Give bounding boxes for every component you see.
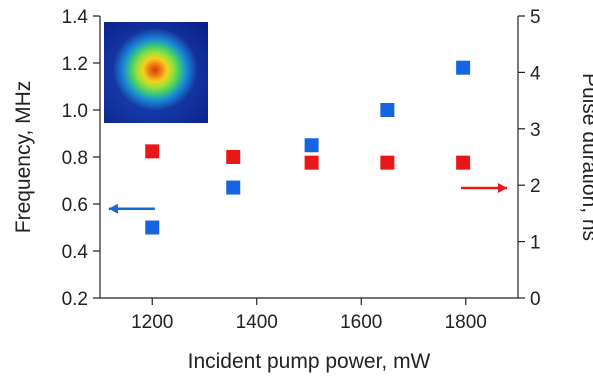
arrow-head (108, 203, 118, 214)
y-left-tick-label: 1.4 (62, 7, 89, 28)
data-point (145, 220, 160, 235)
y-left-axis-label: Frequency, MHz (12, 81, 35, 234)
arrow-right (461, 183, 508, 194)
x-tick-label: 1600 (340, 312, 382, 333)
arrow-head (498, 183, 508, 194)
y-left-tick-label: 0.4 (62, 242, 89, 263)
y-right-axis-ticks: 0 1 2 3 4 5 (518, 7, 541, 310)
y-left-axis-ticks: 0.2 0.4 0.6 0.8 1.0 1.2 1.4 (62, 7, 100, 310)
data-point (226, 150, 241, 164)
series-right-axis (145, 144, 471, 170)
data-point (456, 155, 471, 170)
data-point (456, 60, 471, 75)
series-left-axis (145, 60, 471, 235)
y-right-tick-label: 0 (530, 289, 541, 310)
data-point (380, 155, 395, 170)
y-right-tick-label: 1 (530, 233, 541, 254)
beam-spot (112, 28, 198, 112)
x-tick-label: 1400 (236, 312, 278, 333)
y-left-tick-label: 0.6 (62, 195, 88, 216)
axis-arrows (108, 183, 508, 214)
data-point (304, 155, 319, 170)
y-right-axis-label: Pulse duration, ns (578, 73, 593, 241)
y-left-tick-label: 0.8 (62, 148, 88, 169)
beam-profile-inset (104, 22, 208, 123)
y-right-tick-label: 4 (530, 63, 541, 84)
y-right-tick-label: 2 (530, 176, 541, 197)
y-left-tick-label: 1.2 (62, 54, 88, 75)
y-left-tick-label: 1.0 (62, 101, 88, 122)
x-axis-ticks: 1200 1400 1600 1800 (131, 298, 487, 333)
x-axis-label: Incident pump power, mW (188, 350, 431, 373)
data-point (145, 144, 160, 159)
y-left-tick-label: 0.2 (62, 289, 88, 310)
data-point (226, 180, 241, 195)
x-tick-label: 1800 (445, 312, 487, 333)
data-point (380, 103, 395, 117)
x-tick-label: 1200 (131, 312, 173, 333)
arrow-left (108, 203, 155, 214)
data-series (145, 60, 471, 235)
data-point (304, 138, 319, 153)
y-right-tick-label: 5 (530, 7, 541, 28)
y-right-tick-label: 3 (530, 120, 541, 141)
